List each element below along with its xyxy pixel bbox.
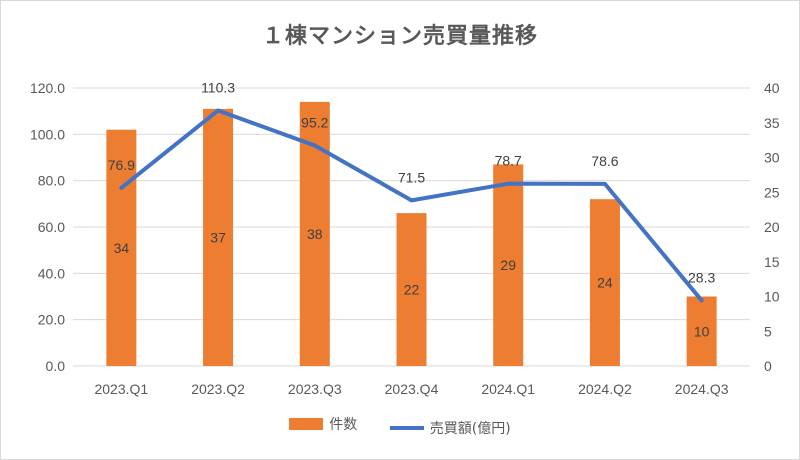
y-left-tick-label: 100.0 — [30, 126, 65, 142]
bar-data-label: 34 — [114, 240, 130, 256]
line-data-label: 76.9 — [108, 157, 135, 173]
bar-data-label: 29 — [500, 257, 516, 273]
y-right-tick-label: 10 — [764, 289, 780, 305]
line-data-label: 78.6 — [591, 153, 618, 169]
y-right-tick-label: 40 — [764, 80, 780, 96]
x-tick-label: 2023.Q2 — [191, 381, 245, 397]
bar — [106, 129, 137, 366]
line-data-label: 110.3 — [201, 79, 235, 95]
y-right-tick-label: 15 — [764, 254, 780, 270]
x-tick-label: 2023.Q4 — [385, 381, 439, 397]
bar — [493, 164, 524, 366]
legend-swatch-line — [389, 426, 424, 430]
bar-data-label: 24 — [597, 275, 613, 291]
legend-item-line: 売買額(億円) — [389, 418, 511, 438]
bar-data-label: 38 — [307, 226, 323, 242]
x-tick-label: 2024.Q3 — [675, 381, 729, 397]
line-data-label: 28.3 — [688, 269, 715, 285]
line-data-label: 95.2 — [301, 114, 328, 130]
y-right-tick-label: 20 — [764, 219, 780, 235]
y-right-tick-label: 5 — [764, 323, 772, 339]
chart-title: １棟マンション売買量推移 — [261, 24, 538, 49]
bar-data-label: 37 — [210, 229, 226, 245]
y-left-tick-label: 40.0 — [38, 265, 65, 281]
legend-item-bar: 件数 — [289, 414, 357, 434]
line-data-label: 78.7 — [495, 153, 522, 169]
chart-legend: 件数 売買額(億円) — [0, 414, 800, 438]
bar — [203, 108, 234, 366]
bar-data-label: 10 — [694, 323, 710, 339]
chart-plot: 0.0 20.0 40.0 60.0 80.0 100.0 120.0 0 5 10 15 20 25 3… — [30, 79, 780, 397]
x-tick-label: 2023.Q3 — [288, 381, 342, 397]
bar — [686, 296, 717, 366]
bar — [589, 199, 620, 366]
x-tick-label: 2024.Q2 — [578, 381, 632, 397]
legend-label-bar: 件数 — [329, 417, 358, 433]
legend-swatch-bar — [289, 418, 324, 430]
y-right-tick-label: 30 — [764, 150, 780, 166]
legend-label-line: 売買額(億円) — [429, 421, 511, 437]
x-tick-label: 2024.Q1 — [481, 381, 535, 397]
y-right-tick-label: 25 — [764, 184, 780, 200]
y-left-tick-label: 0.0 — [46, 358, 66, 374]
y-left-tick-label: 60.0 — [38, 219, 65, 235]
y-left-tick-label: 80.0 — [38, 173, 65, 189]
bar — [396, 213, 427, 366]
y-right-tick-label: 35 — [764, 115, 780, 131]
y-left-tick-label: 120.0 — [30, 80, 65, 96]
y-left-tick-label: 20.0 — [38, 312, 65, 328]
x-tick-label: 2023.Q1 — [94, 381, 148, 397]
series-line — [119, 108, 704, 303]
line-data-label: 71.5 — [398, 169, 425, 185]
bar-data-label: 22 — [404, 282, 420, 298]
y-right-tick-label: 0 — [764, 358, 772, 374]
